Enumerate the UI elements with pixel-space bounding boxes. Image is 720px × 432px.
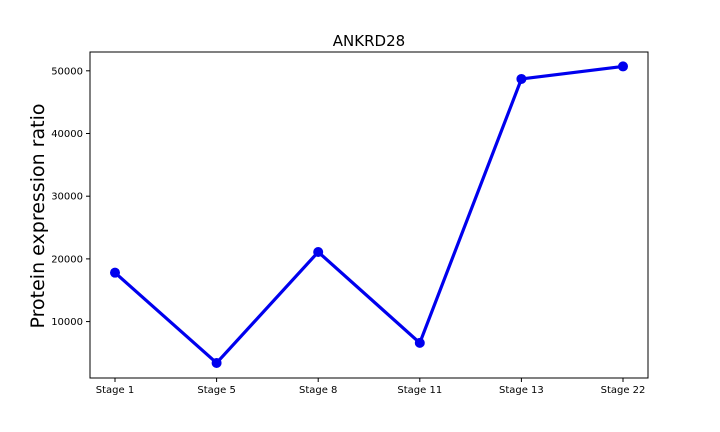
y-tick-label: 20000 <box>51 254 83 265</box>
x-tick-label: Stage 1 <box>96 385 134 396</box>
y-axis-label: Protein expression ratio <box>27 104 49 329</box>
x-tick-label: Stage 8 <box>299 385 337 396</box>
y-tick-label: 50000 <box>51 66 83 77</box>
data-point <box>313 246 324 257</box>
x-axis-ticks: Stage 1 Stage 5 Stage 8 Stage 11 Stage 13 Sta… <box>96 378 646 396</box>
y-tick-label: 30000 <box>51 192 83 203</box>
plot-frame <box>89 51 649 379</box>
x-tick-label: Stage 5 <box>197 385 235 396</box>
y-tick-label: 40000 <box>51 129 83 140</box>
x-tick-label: Stage 13 <box>499 385 544 396</box>
series-line <box>113 64 625 365</box>
series-layer <box>110 61 628 368</box>
y-tick-label: 10000 <box>51 317 83 328</box>
data-point <box>618 61 628 72</box>
data-point <box>211 357 222 368</box>
x-tick-label: Stage 11 <box>397 385 442 396</box>
chart-title: ANKRD28 <box>333 32 405 50</box>
y-axis-ticks: 10000 20000 30000 40000 50000 <box>51 66 90 328</box>
data-point <box>516 73 527 84</box>
data-point <box>110 267 120 278</box>
x-tick-label: Stage 22 <box>601 385 646 396</box>
data-point <box>414 337 425 348</box>
